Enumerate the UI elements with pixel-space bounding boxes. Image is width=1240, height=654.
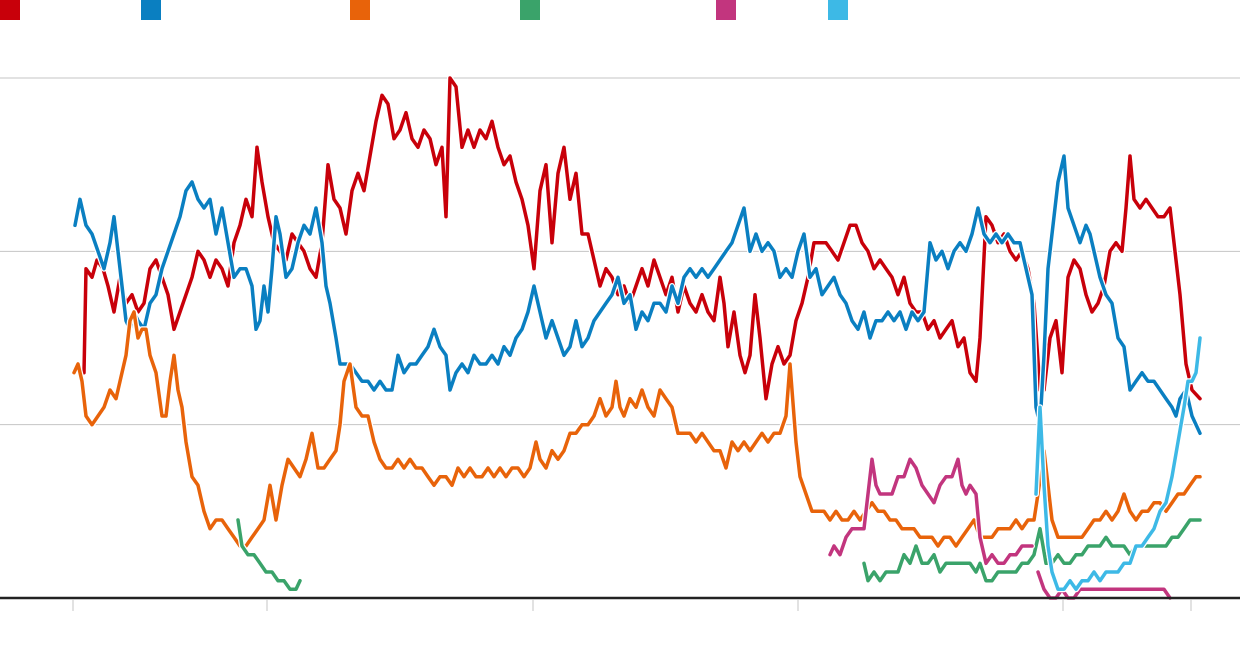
- legend-swatch: [520, 0, 540, 20]
- series-line-halo: [827, 456, 1035, 567]
- legend-swatch: [716, 0, 736, 20]
- legend-swatch: [828, 0, 848, 20]
- x-axis: [0, 596, 1240, 611]
- series-layer: [71, 75, 1203, 601]
- legend-swatch: [350, 0, 370, 20]
- series-line: [828, 457, 1034, 566]
- legend-swatch: [141, 0, 161, 20]
- series-line: [82, 76, 1202, 401]
- legend-swatch: [0, 0, 20, 20]
- gridlines: [0, 77, 1240, 426]
- series-line: [1034, 336, 1202, 592]
- series-line: [236, 518, 302, 592]
- series-line: [73, 154, 1202, 436]
